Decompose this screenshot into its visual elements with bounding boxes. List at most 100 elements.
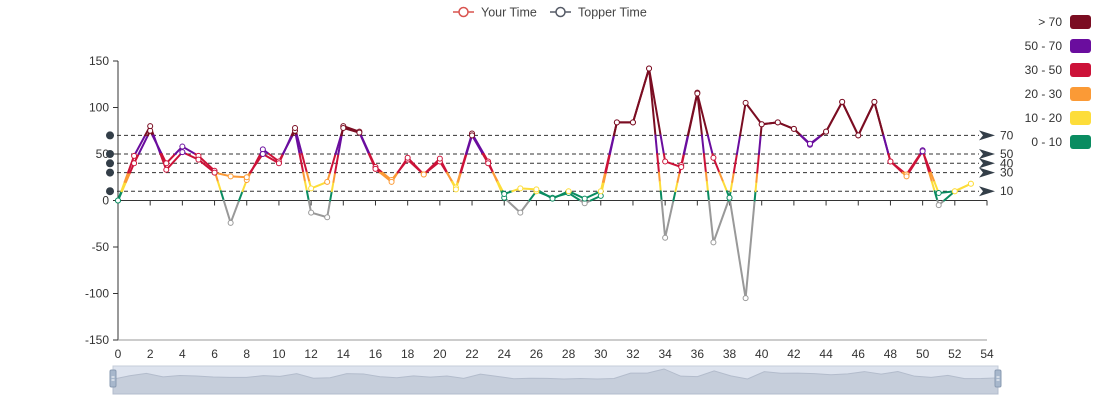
visual-map-legend[interactable]: > 70 50 - 70 30 - 50 20 - 30 10 - 20 0 - 10 xyxy=(1025,15,1091,149)
zoom-handle-left[interactable] xyxy=(109,369,117,388)
your-time-point xyxy=(469,132,476,139)
y-tick-label: -50 xyxy=(92,240,110,254)
your-time-point xyxy=(324,178,331,185)
your-time-point xyxy=(533,186,540,193)
topper-time-point xyxy=(163,160,170,167)
your-time-point xyxy=(211,169,218,176)
your-time-segment xyxy=(496,180,504,193)
legend-label-your-time: Your Time xyxy=(481,6,537,20)
your-time-segment xyxy=(120,180,126,193)
your-time-point xyxy=(179,149,186,156)
your-time-point xyxy=(308,185,315,192)
your-time-point xyxy=(227,173,234,180)
topper-time-point xyxy=(227,219,234,226)
x-tick-label: 44 xyxy=(819,347,833,361)
data-zoom-slider[interactable] xyxy=(109,365,1002,395)
x-tick-label: 32 xyxy=(626,347,640,361)
visual-map-swatch[interactable] xyxy=(1070,39,1091,53)
y-tick-label: 150 xyxy=(89,54,109,68)
your-time-segment xyxy=(841,100,860,137)
x-tick-label: 26 xyxy=(530,347,544,361)
your-time-segment xyxy=(731,171,735,183)
your-time-point xyxy=(340,124,347,131)
visual-map-swatch[interactable] xyxy=(1070,111,1091,125)
y-tick-label: -100 xyxy=(85,287,109,301)
x-tick-label: 22 xyxy=(465,347,479,361)
your-time-segment xyxy=(471,134,484,155)
visual-map-label: 10 - 20 xyxy=(1025,111,1063,125)
x-tick-label: 52 xyxy=(948,347,962,361)
topper-time-segment xyxy=(657,171,661,183)
visual-map-swatch[interactable] xyxy=(1070,63,1091,77)
topper-time-segment xyxy=(755,171,759,183)
mark-line-label: 30 xyxy=(1000,166,1014,180)
your-time-segment xyxy=(706,134,714,155)
mark-line-label: 10 xyxy=(1000,184,1014,198)
your-time-point xyxy=(275,160,282,167)
mark-line-arrow xyxy=(979,130,995,141)
topper-time-segment xyxy=(294,134,301,155)
your-time-segment xyxy=(134,134,147,155)
your-time-point xyxy=(662,158,669,165)
topper-time-segment xyxy=(756,153,760,174)
your-time-segment xyxy=(608,134,615,155)
zoom-handle-right[interactable] xyxy=(994,369,1002,388)
your-time-point xyxy=(259,151,266,157)
topper-time-point xyxy=(179,143,186,150)
your-time-point xyxy=(517,185,524,192)
topper-time-segment xyxy=(712,199,730,244)
your-time-point xyxy=(356,129,363,136)
your-time-point xyxy=(726,194,733,201)
visual-map-swatch[interactable] xyxy=(1070,135,1091,149)
visual-map-swatch[interactable] xyxy=(1070,87,1091,101)
x-tick-label: 46 xyxy=(852,347,866,361)
topper-time-segment xyxy=(302,171,307,183)
your-time-point xyxy=(549,195,556,202)
topper-time-segment xyxy=(305,190,310,202)
topper-time-segment xyxy=(219,190,225,202)
chart-legend[interactable]: Your Time Topper Time xyxy=(453,6,647,20)
your-time-point xyxy=(710,154,717,161)
topper-time-segment xyxy=(928,171,933,183)
your-time-point xyxy=(629,119,636,126)
x-tick-label: 28 xyxy=(562,347,576,361)
x-tick-label: 16 xyxy=(369,347,383,361)
visual-map-label: 0 - 10 xyxy=(1031,135,1062,149)
x-tick-label: 54 xyxy=(980,347,994,361)
your-time-point xyxy=(581,195,588,202)
x-tick-label: 30 xyxy=(594,347,608,361)
topper-time-segment xyxy=(728,199,747,300)
your-time-segment xyxy=(729,180,734,193)
your-time-point xyxy=(565,188,572,195)
topper-time-segment xyxy=(298,153,305,174)
x-tick-label: 10 xyxy=(272,347,286,361)
your-time-segment xyxy=(659,134,665,155)
topper-time-segment xyxy=(334,153,340,174)
your-time-point xyxy=(758,121,765,128)
your-time-segment xyxy=(300,153,308,174)
your-time-segment xyxy=(718,171,725,183)
legend-item-topper-time[interactable]: Topper Time xyxy=(550,6,647,20)
your-time-segment xyxy=(359,134,370,155)
your-time-point xyxy=(195,156,202,163)
x-tick-label: 38 xyxy=(723,347,737,361)
topper-time-segment xyxy=(754,180,758,193)
x-tick-label: 0 xyxy=(115,347,122,361)
your-time-segment xyxy=(735,134,742,155)
legend-item-your-time[interactable]: Your Time xyxy=(453,6,537,20)
topper-time-segment xyxy=(705,180,709,193)
your-time-point xyxy=(646,65,653,72)
topper-time-segment xyxy=(658,180,662,193)
visual-map-swatch[interactable] xyxy=(1070,15,1091,29)
your-time-segment xyxy=(631,67,651,124)
x-tick-label: 12 xyxy=(304,347,318,361)
your-time-point xyxy=(452,186,459,193)
your-time-point xyxy=(823,128,830,135)
y-tick-label: -150 xyxy=(85,333,109,347)
topper-time-segment xyxy=(757,134,762,155)
topper-time-segment xyxy=(659,190,663,202)
topper-time-segment xyxy=(664,199,675,239)
topper-time-segment xyxy=(656,153,660,174)
x-tick-label: 48 xyxy=(884,347,898,361)
